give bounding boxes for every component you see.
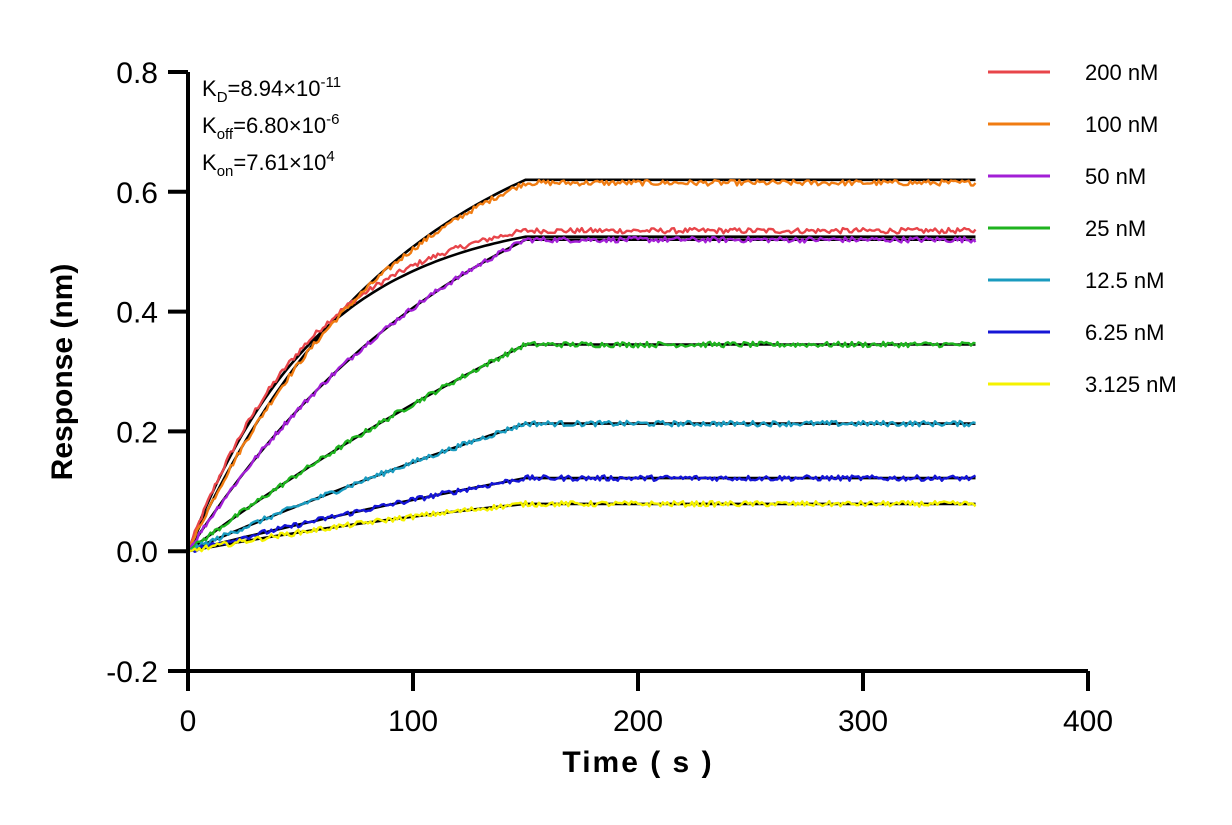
fit-curve xyxy=(187,343,976,553)
series-line xyxy=(186,226,977,552)
legend-label: 100 nM xyxy=(1085,112,1158,137)
series-line xyxy=(187,500,977,553)
x-tick-label: 100 xyxy=(388,705,438,738)
y-tick-label: -0.2 xyxy=(106,656,158,689)
fit-curve xyxy=(187,476,976,553)
legend-label: 50 nM xyxy=(1085,164,1146,189)
kinetic-annotation: Koff=6.80×10-6 xyxy=(202,111,339,143)
legend: 200 nM 100 nM 50 nM 25 nM 12.5 nM 6.25 nM 3.12… xyxy=(988,60,1177,397)
legend-label: 25 nM xyxy=(1085,216,1146,241)
legend-label: 6.25 nM xyxy=(1085,320,1165,345)
x-tick-label: 400 xyxy=(1063,705,1113,738)
kinetic-annotations: KD=8.94×10-11 Koff=6.80×10-6 Kon=7.61×104 xyxy=(202,74,341,180)
series-line xyxy=(186,178,977,552)
series-line xyxy=(187,340,976,553)
kinetic-annotation: KD=8.94×10-11 xyxy=(202,74,341,106)
y-axis-title: Response (nm) xyxy=(46,264,79,481)
series-line xyxy=(187,419,976,553)
series-line xyxy=(187,474,977,553)
series-line xyxy=(187,235,977,552)
y-tick-label: 0.4 xyxy=(116,297,158,330)
legend-label: 12.5 nM xyxy=(1085,268,1165,293)
y-tick-label: 0.6 xyxy=(116,177,158,210)
fit-curve xyxy=(186,178,976,552)
x-tick-label: 300 xyxy=(838,705,888,738)
x-axis-title: Time ( s ) xyxy=(562,746,713,779)
axes: -0.2 0.0 0.2 0.4 0.6 0.8 0 100 200 300 400 xyxy=(106,57,1113,738)
x-tick-label: 0 xyxy=(180,705,197,738)
fit-curve xyxy=(187,502,976,553)
data-curves xyxy=(186,178,977,553)
x-tick-label: 200 xyxy=(613,705,663,738)
legend-label: 3.125 nM xyxy=(1085,372,1177,397)
legend-label: 200 nM xyxy=(1085,60,1158,85)
kinetic-annotation: Kon=7.61×104 xyxy=(202,148,335,180)
y-tick-label: 0.0 xyxy=(116,536,158,569)
fit-curves xyxy=(186,178,976,553)
y-tick-label: 0.2 xyxy=(116,416,158,449)
y-tick-label: 0.8 xyxy=(116,57,158,90)
